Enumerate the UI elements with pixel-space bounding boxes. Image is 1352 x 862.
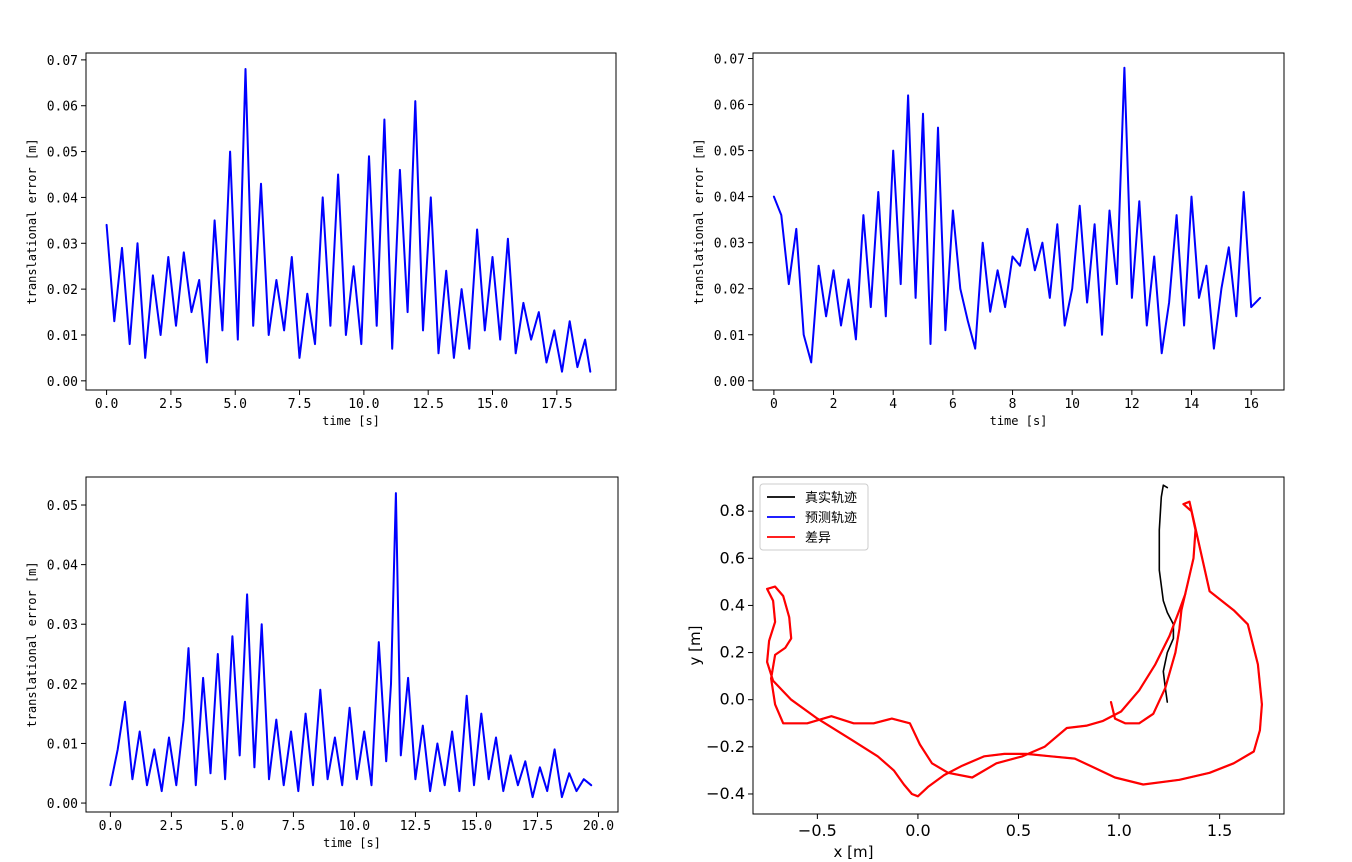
x-tick-label: 8 [1009,397,1017,412]
y-tick-label: 0.07 [714,53,745,68]
y-tick-label: 0.4 [720,595,745,614]
x-tick-label: 15.0 [477,397,508,412]
x-tick-label: 4 [889,397,897,412]
y-tick-label: 0.00 [714,375,745,390]
series-line-1 [772,66,1262,364]
y-tick-label: 0.01 [47,329,78,344]
x-tick-label: 2.5 [159,397,182,412]
y-axis-label: translational error [m] [25,138,39,304]
x-tick-label: 0.0 [99,819,122,834]
y-tick-label: −0.2 [706,737,745,756]
x-tick-label: 1.5 [1207,821,1232,840]
legend-entry: 差异 [805,531,831,546]
x-tick-label: 5.0 [223,397,246,412]
y-tick-label: 0.02 [47,678,78,693]
x-tick-label: 6 [949,397,957,412]
y-tick-label: 0.00 [47,375,78,390]
x-tick-label: 12.5 [400,819,431,834]
x-tick-label: −0.5 [798,821,837,840]
axes-frame [752,52,1285,391]
y-tick-label: 0.04 [47,559,78,574]
x-tick-label: 14 [1184,397,1200,412]
x-tick-label: 0.0 [95,397,118,412]
y-tick-label: 0.05 [47,499,78,514]
series-line-1 [105,68,592,373]
x-tick-label: 15.0 [461,819,492,834]
x-tick-label: 7.5 [288,397,311,412]
legend-entry: 真实轨迹 [805,491,857,506]
y-axis-label: y [m] [686,626,704,666]
series-line-1 [1158,484,1175,703]
series-line-1 [109,492,593,799]
x-tick-label: 0.0 [905,821,930,840]
panel-1: 0.0 2.5 5.0 7.5 10.0 12.5 15.0 17.5 0.00 0.01 0.02… [25,52,617,428]
y-tick-label: 0.06 [47,100,78,115]
series-line-3 [765,500,1264,798]
y-axis-label: translational error [m] [692,138,706,304]
y-tick-label: 0.02 [47,283,78,298]
y-tick-label: 0.2 [720,643,745,662]
x-tick-label: 20.0 [583,819,614,834]
axes-frame [85,52,617,391]
y-tick-label: 0.01 [47,737,78,752]
x-tick-label: 10.0 [348,397,379,412]
x-tick-label: 2.5 [160,819,183,834]
x-tick-label: 12 [1124,397,1140,412]
y-tick-label: 0.03 [47,618,78,633]
legend-box [759,483,869,551]
x-tick-label: 17.5 [522,819,553,834]
y-tick-label: 0.02 [714,283,745,298]
x-tick-label: 7.5 [282,819,305,834]
y-tick-label: 0.05 [714,145,745,160]
y-tick-label: 0.0 [720,690,745,709]
x-tick-label: 0 [770,397,778,412]
x-axis-label: time [s] [990,414,1048,428]
x-tick-label: 10 [1064,397,1080,412]
x-tick-label: 10.0 [339,819,370,834]
y-tick-label: 0.03 [47,237,78,252]
x-tick-label: 12.5 [413,397,444,412]
y-tick-label: 0.01 [714,329,745,344]
x-axis-label: x [m] [834,843,874,861]
panel-2: 0 2 4 6 8 10 12 14 16 0.00 0.01 0.02 0.03 0.04 0.05 0.0… [692,52,1285,428]
y-axis-label: translational error [m] [25,561,39,727]
legend-entry: 预测轨迹 [805,511,857,526]
y-tick-label: 0.06 [714,99,745,114]
y-tick-label: 0.05 [47,146,78,161]
x-axis-label: time [s] [322,414,380,428]
y-tick-label: 0.00 [47,797,78,812]
panel-3: 0.0 2.5 5.0 7.5 10.0 12.5 15.0 17.5 20.0 0.00 0.01… [25,476,619,850]
axes-frame [85,476,619,813]
x-tick-label: 1.0 [1106,821,1131,840]
x-tick-label: 17.5 [541,397,572,412]
x-tick-label: 2 [830,397,838,412]
panel-4: −0.5 0.0 0.5 1.0 1.5 −0.4 −0.2 0.0 0.2 0.4 0.6 0.8 x… [686,476,1285,861]
y-tick-label: 0.03 [714,237,745,252]
y-tick-label: 0.6 [720,548,745,567]
x-tick-label: 16 [1243,397,1259,412]
y-tick-label: 0.04 [714,191,745,206]
x-tick-label: 5.0 [221,819,244,834]
y-tick-label: 0.8 [720,501,745,520]
y-tick-label: −0.4 [706,784,745,803]
x-tick-label: 0.5 [1006,821,1031,840]
x-axis-label: time [s] [323,836,381,850]
y-tick-label: 0.04 [47,191,78,206]
y-tick-label: 0.07 [47,54,78,69]
